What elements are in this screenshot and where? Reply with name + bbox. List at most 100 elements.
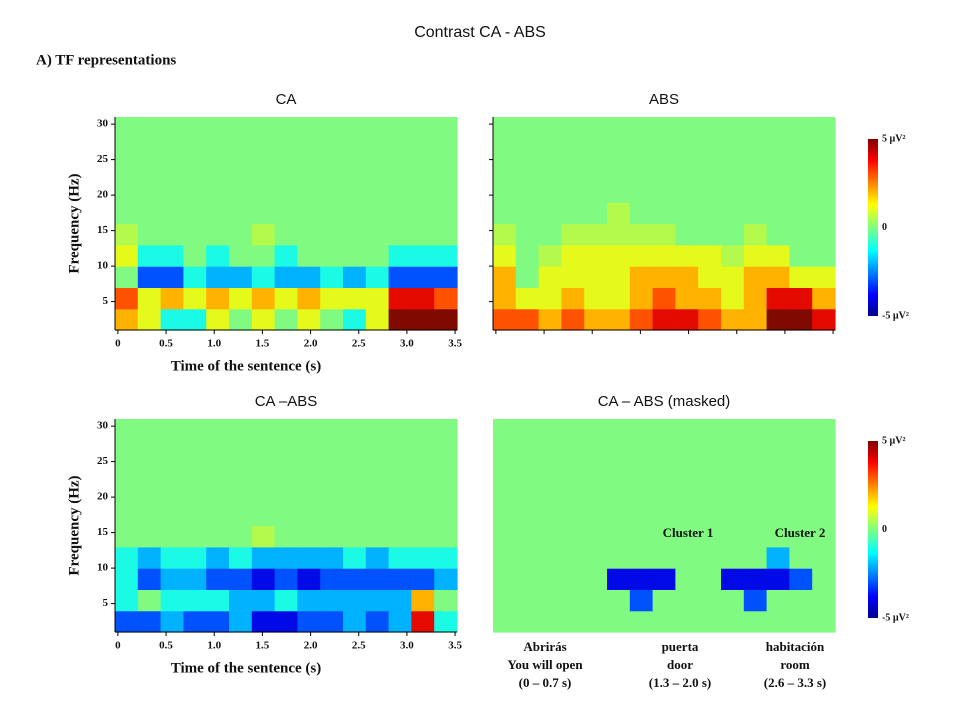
- heat-cell: [388, 440, 412, 463]
- heat-cell: [607, 180, 631, 203]
- heat-cell: [789, 308, 813, 331]
- heat-cell: [115, 568, 139, 590]
- heat-cell: [343, 266, 367, 288]
- heat-cell: [183, 610, 207, 633]
- heat-cell: [652, 223, 676, 246]
- heat-cell: [561, 419, 585, 441]
- heat-cell: [343, 180, 367, 203]
- heat-cell: [584, 461, 608, 484]
- heat-cell: [561, 482, 585, 505]
- heat-cell: [743, 589, 768, 612]
- heat-cell: [365, 308, 390, 331]
- heat-cell: [274, 482, 298, 505]
- heat-cell: [721, 589, 745, 612]
- heat-cell: [743, 504, 768, 527]
- heat-cell: [183, 568, 207, 590]
- heat-cell: [343, 568, 367, 590]
- heat-cell: [698, 159, 722, 182]
- heat-cell: [515, 482, 540, 505]
- heat-cell: [743, 117, 768, 139]
- heat-cell: [629, 525, 654, 548]
- heat-cell: [607, 244, 631, 267]
- heat-cell: [789, 266, 813, 288]
- heat-cell: [584, 589, 608, 612]
- heat-cell: [607, 117, 631, 139]
- heat-cell: [766, 223, 790, 246]
- heat-cell: [652, 482, 676, 505]
- heat-cell: [789, 223, 813, 246]
- heat-cell: [629, 180, 654, 203]
- heat-cell: [206, 159, 230, 182]
- heat-cell: [629, 546, 654, 569]
- heat-cell: [675, 180, 699, 203]
- heat-cell: [115, 419, 139, 441]
- heat-cell: [206, 117, 230, 139]
- heat-cell: [493, 159, 517, 182]
- x-axis-label: Time of the sentence (s): [171, 660, 322, 676]
- heat-cell: [320, 525, 344, 548]
- heat-cell: [652, 138, 676, 161]
- heat-cell: [538, 266, 562, 288]
- heat-cell: [675, 117, 699, 139]
- heat-cell: [743, 610, 768, 633]
- heat-cell: [365, 482, 390, 505]
- heat-cell: [206, 610, 230, 633]
- heat-cell: [812, 266, 836, 288]
- heat-cell: [365, 159, 390, 182]
- colorbar-label: 0: [882, 222, 887, 233]
- heat-cell: [561, 440, 585, 463]
- heat-cell: [434, 589, 458, 612]
- colorbar: [868, 441, 878, 618]
- heat-cell: [434, 180, 458, 203]
- heat-cell: [297, 568, 321, 590]
- heat-cell: [229, 525, 253, 548]
- heat-cell: [137, 244, 162, 267]
- heat-cell: [388, 202, 412, 225]
- heat-cell: [789, 440, 813, 463]
- heat-cell: [721, 610, 745, 633]
- heat-cell: [743, 180, 768, 203]
- heat-cell: [251, 266, 276, 288]
- heat-cell: [584, 568, 608, 590]
- heat-cell: [274, 117, 298, 139]
- heat-cell: [584, 244, 608, 267]
- heat-cell: [411, 461, 435, 484]
- heat-cell: [743, 266, 768, 288]
- heat-cell: [675, 138, 699, 161]
- heat-cell: [251, 419, 276, 441]
- heat-cell: [137, 223, 162, 246]
- heat-cell: [675, 308, 699, 331]
- heat-cell: [297, 223, 321, 246]
- heat-cell: [743, 482, 768, 505]
- heat-cell: [343, 308, 367, 331]
- heat-cell: [743, 287, 768, 310]
- heat-cell: [607, 482, 631, 505]
- heat-cell: [812, 138, 836, 161]
- heat-cell: [137, 589, 162, 612]
- heat-cell: [675, 419, 699, 441]
- heat-cell: [343, 589, 367, 612]
- heat-cell: [675, 202, 699, 225]
- heat-cell: [160, 159, 184, 182]
- heat-cell: [629, 610, 654, 633]
- heat-cell: [584, 266, 608, 288]
- heat-cell: [789, 244, 813, 267]
- heat-cell: [365, 525, 390, 548]
- word-label: Abrirás: [523, 639, 566, 654]
- heat-cell: [434, 202, 458, 225]
- heat-cell: [698, 589, 722, 612]
- heat-cell: [297, 461, 321, 484]
- heat-cell: [365, 419, 390, 441]
- heat-cell: [320, 159, 344, 182]
- heat-cell: [320, 244, 344, 267]
- heat-cell: [115, 589, 139, 612]
- heat-cell: [789, 159, 813, 182]
- x-tick-label: 2.5: [352, 338, 366, 350]
- heat-cell: [789, 546, 813, 569]
- heat-cell: [584, 482, 608, 505]
- heat-cell: [229, 589, 253, 612]
- heat-cell: [229, 440, 253, 463]
- heat-cell: [584, 159, 608, 182]
- heat-cell: [137, 180, 162, 203]
- x-axis-label: Time of the sentence (s): [171, 358, 322, 374]
